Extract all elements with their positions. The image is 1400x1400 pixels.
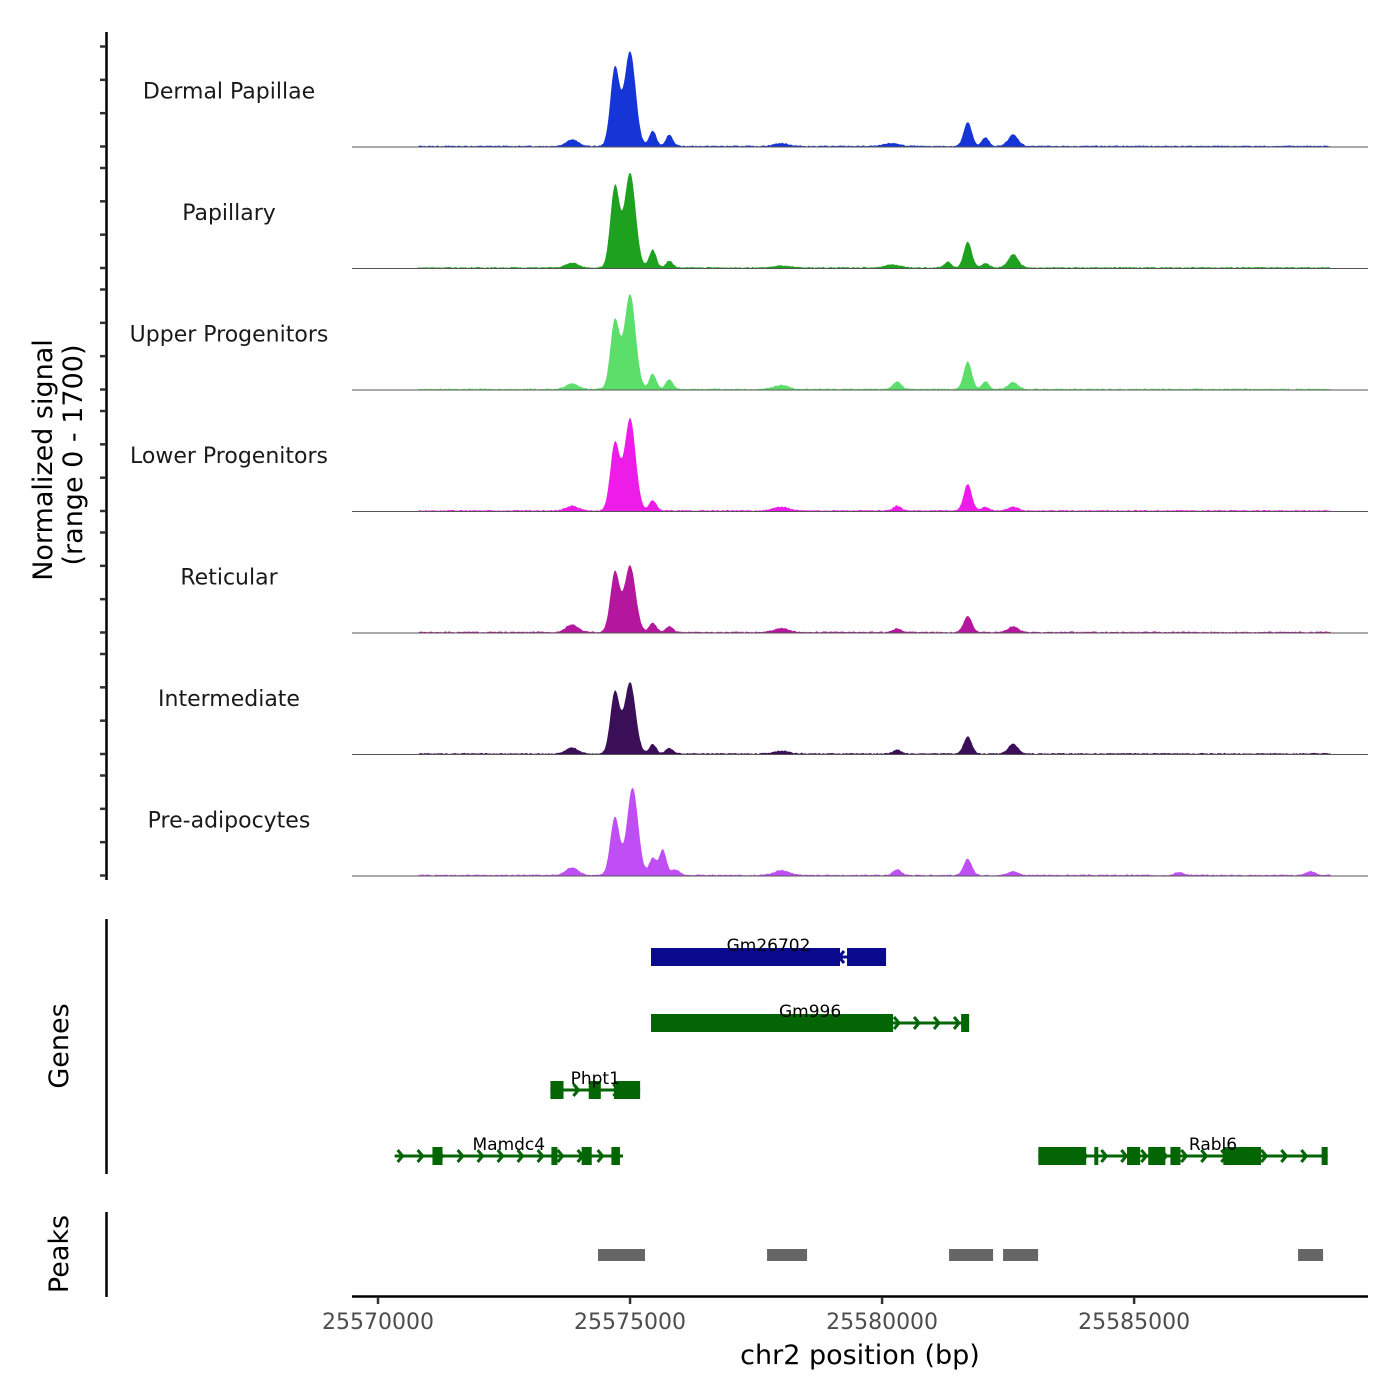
exon <box>961 1014 970 1032</box>
x-tick-label: 25570000 <box>322 1310 434 1335</box>
signal-y-ticks <box>100 45 106 877</box>
strand-arrow-icon <box>1300 1149 1309 1163</box>
strand-arrow-icon <box>932 1016 941 1030</box>
signal-area-papillary <box>352 173 1368 268</box>
strand-arrow-icon <box>456 1149 465 1163</box>
gene-label: Rabl6 <box>1189 1135 1237 1155</box>
signal-area-dermal-papillae <box>352 51 1368 147</box>
exon <box>1094 1147 1099 1165</box>
track-labels: Dermal Papillae Papillary Upper Progenitor… <box>130 80 329 834</box>
y-axis-title-line2: (range 0 - 1700) <box>58 345 89 566</box>
strand-arrow-icon <box>496 1149 505 1163</box>
strand-arrow-icon <box>556 1149 565 1163</box>
strand-arrow-icon <box>396 1149 405 1163</box>
exon <box>611 1147 620 1165</box>
strand-arrow-icon <box>1180 1149 1189 1163</box>
peak-region <box>949 1249 994 1261</box>
exon <box>550 1081 564 1099</box>
gene-label: Mamdc4 <box>473 1135 546 1155</box>
strand-arrow-icon <box>892 1016 901 1030</box>
exon <box>651 948 841 966</box>
exon <box>651 1014 894 1032</box>
x-axis-ticks: 25570000 25575000 25580000 25585000 <box>322 1297 1190 1335</box>
exon <box>847 948 887 966</box>
exon <box>1127 1147 1141 1165</box>
signal-area-upper-progenitors <box>352 294 1368 390</box>
gene-track: Gm26702 Gm996 Phpt1 Mamdc4 Rabl6 <box>394 936 1328 1165</box>
exon <box>581 1147 592 1165</box>
strand-arrow-icon <box>536 1149 545 1163</box>
peak-region <box>1298 1249 1324 1261</box>
x-tick-label: 25575000 <box>574 1310 686 1335</box>
peak-region <box>598 1249 646 1261</box>
signal-area-intermediate <box>352 682 1368 754</box>
exon <box>432 1147 443 1165</box>
peaks-panel-title: Peaks <box>44 1215 75 1293</box>
gene-rabl6: Rabl6 <box>1038 1135 1328 1165</box>
track-label: Lower Progenitors <box>130 444 328 469</box>
x-axis-title: chr2 position (bp) <box>740 1340 980 1371</box>
track-label: Dermal Papillae <box>143 80 315 105</box>
strand-arrow-icon <box>1140 1149 1149 1163</box>
gene-mamdc4: Mamdc4 <box>394 1135 623 1165</box>
signal-tracks <box>352 51 1368 877</box>
x-tick-label: 25585000 <box>1078 1310 1190 1335</box>
strand-arrow-icon <box>952 1016 961 1030</box>
x-tick-label: 25580000 <box>826 1310 938 1335</box>
gene-label: Gm26702 <box>727 936 811 956</box>
track-label: Pre-adipocytes <box>148 809 311 834</box>
strand-arrow-icon <box>516 1149 525 1163</box>
exon <box>551 1147 558 1165</box>
gene-label: Phpt1 <box>571 1069 620 1089</box>
strand-arrow-icon <box>1260 1149 1269 1163</box>
signal-area-pre-adipocytes <box>352 788 1368 876</box>
gene-gm26702: Gm26702 <box>651 936 887 966</box>
strand-arrow-icon <box>912 1016 921 1030</box>
gene-gm996: Gm996 <box>651 1002 970 1032</box>
exon <box>1148 1147 1166 1165</box>
exon <box>1321 1147 1328 1165</box>
track-label: Intermediate <box>158 687 300 712</box>
signal-area-lower-progenitors <box>352 417 1368 511</box>
strand-arrow-icon <box>1200 1149 1209 1163</box>
strand-arrow-icon <box>416 1149 425 1163</box>
strand-arrow-icon <box>476 1149 485 1163</box>
exon <box>1170 1147 1181 1165</box>
peak-track <box>598 1249 1324 1261</box>
y-axis-subtitle: (range 0 - 1700) <box>58 345 89 566</box>
track-label: Papillary <box>182 201 276 226</box>
track-label: Reticular <box>180 566 278 591</box>
exon <box>1038 1147 1087 1165</box>
strand-arrow-icon <box>596 1149 605 1163</box>
y-axis-title: Normalized signal <box>28 339 59 581</box>
signal-area-reticular <box>352 565 1368 633</box>
strand-arrow-icon <box>572 1083 581 1097</box>
gene-label: Gm996 <box>779 1002 841 1022</box>
exon <box>1223 1147 1262 1165</box>
gene-phpt1: Phpt1 <box>550 1069 641 1099</box>
track-label: Upper Progenitors <box>130 323 329 348</box>
exon <box>613 1081 641 1099</box>
y-axis-title-line1: Normalized signal <box>28 339 59 581</box>
peak-region <box>1003 1249 1039 1261</box>
strand-arrow-icon <box>1120 1149 1129 1163</box>
peak-region <box>767 1249 808 1261</box>
genes-panel-title: Genes <box>44 1003 75 1088</box>
exon <box>588 1081 601 1099</box>
strand-arrow-icon <box>1100 1149 1109 1163</box>
strand-arrow-icon <box>1280 1149 1289 1163</box>
